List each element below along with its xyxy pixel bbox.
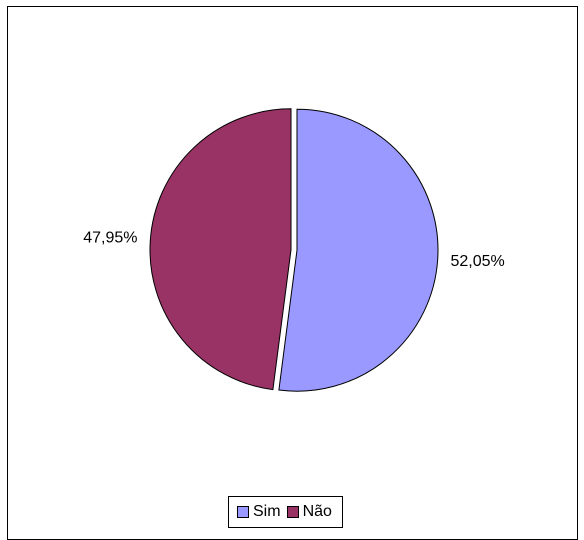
legend-swatch-nao [286,506,299,518]
pie-slice-sim [278,108,439,392]
legend-item-sim: Sim [237,503,281,521]
legend-item-nao: Não [286,503,332,521]
chart-frame [7,6,578,540]
legend-label-sim: Sim [253,503,281,520]
legend: Sim Não [228,496,343,528]
legend-swatch-sim [237,506,249,518]
pie-slice-nao [149,108,292,391]
legend-label-nao: Não [302,503,332,520]
data-label-sim: 52,05% [450,253,504,270]
data-label-nao: 47,95% [83,229,137,246]
